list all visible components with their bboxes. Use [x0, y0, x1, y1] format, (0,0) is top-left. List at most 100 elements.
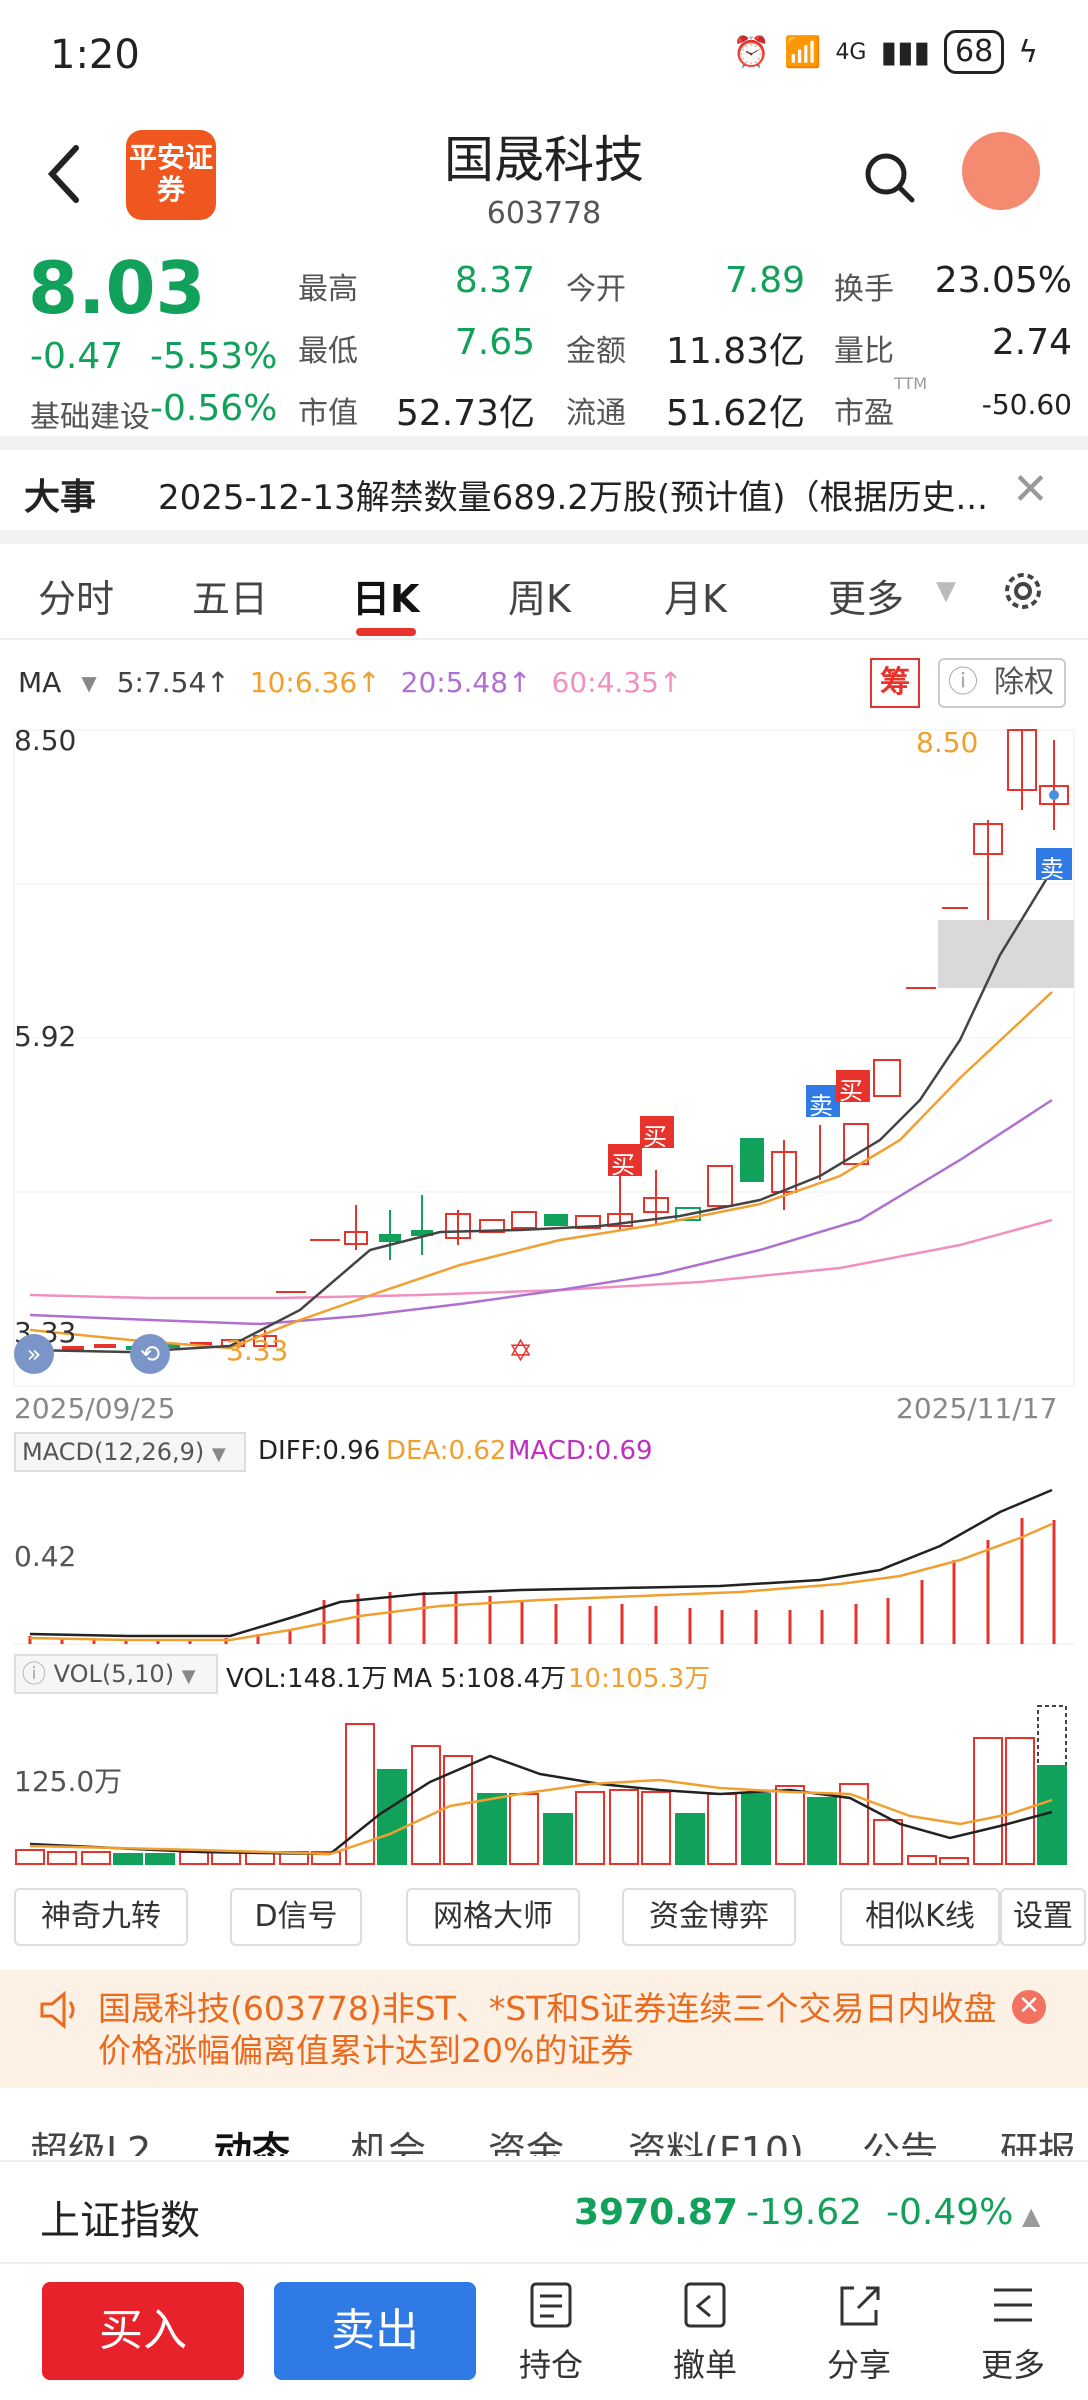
macd-dea-line [29, 1522, 1053, 1642]
tab-weekly-k[interactable]: 周K [508, 577, 571, 621]
divider [0, 530, 1088, 544]
ma-legend[interactable]: MA ▼ 5:7.54↑ 10:6.36↑ 20:5.48↑ 60:4.35↑ [18, 666, 682, 699]
subtab-news[interactable]: 动态 [214, 2129, 291, 2156]
expand-up-icon[interactable]: ▲ [1022, 2202, 1041, 2230]
stock-name: 国晟科技 [444, 131, 644, 189]
price-change: -0.47 [30, 336, 124, 377]
quote-panel: 8.03 -0.47 -5.53% 基础建设 -0.56% 最高 8.37 最低… [0, 246, 1088, 436]
nav-more[interactable]: 更多 [958, 2280, 1068, 2386]
buy-marker: 买 [611, 1151, 635, 1179]
subtab-research[interactable]: 研报 [1000, 2129, 1077, 2156]
tool-grid-master[interactable]: 网格大师 [406, 1888, 580, 1946]
dropdown-icon: ▼ [181, 1666, 196, 1687]
high-label: 最高 [298, 272, 358, 307]
mktcap-label: 市值 [298, 396, 358, 431]
status-time: 1:20 [50, 32, 140, 78]
holdings-icon [530, 2282, 572, 2328]
news-text[interactable]: 2025-12-13解禁数量689.2万股(预计值)（根据历史... [158, 478, 988, 518]
tool-settings[interactable]: 设置 [1000, 1888, 1086, 1946]
subtab-funds[interactable]: 资金 [488, 2129, 565, 2156]
nav-holdings[interactable]: 持仓 [496, 2280, 606, 2386]
tab-five-day[interactable]: 五日 [192, 577, 269, 621]
ma5-value: 5:7.54↑ [116, 666, 230, 699]
vol-title: VOL(5,10) [53, 1660, 175, 1688]
index-name: 上证指数 [40, 2198, 200, 2244]
open-value: 7.89 [724, 260, 805, 301]
sector-label: 基础建设 [30, 400, 150, 435]
reset-icon[interactable]: ⟲ [130, 1334, 170, 1374]
low-label: 最低 [298, 334, 358, 369]
vol-ma10-line [29, 1778, 1053, 1856]
chip-distribution-button[interactable]: 筹 [870, 658, 920, 708]
dropdown-icon: ▼ [81, 670, 97, 695]
app-header: 平安证券 国晟科技 603778 [0, 110, 1088, 240]
volume-bars [15, 1705, 1067, 1865]
kline-chart[interactable] [0, 720, 1088, 1880]
tool-similar-kline[interactable]: 相似K线 [840, 1888, 1000, 1946]
buy-marker: 买 [643, 1123, 667, 1151]
tab-monthly-k[interactable]: 月K [664, 577, 727, 621]
active-tab-indicator [356, 628, 416, 636]
buy-button[interactable]: 买入 [42, 2282, 244, 2380]
nav-share[interactable]: 分享 [804, 2280, 914, 2386]
close-icon[interactable]: ✕ [1012, 464, 1049, 515]
nav-share-label: 分享 [826, 2346, 891, 2384]
min-price-tag: 3.33 [226, 1334, 289, 1367]
gear-icon[interactable] [1000, 568, 1046, 614]
pe-label: 市盈 [834, 396, 894, 431]
more-dropdown-icon[interactable]: ▼ [936, 576, 956, 606]
close-icon[interactable]: ✕ [1012, 1990, 1046, 2024]
macd-indicator-select[interactable]: MACD(12,26,9) ▼ [14, 1432, 246, 1472]
ma60-line [29, 1218, 1053, 1300]
wifi-icon: 📶 [784, 34, 822, 70]
nav-more-label: 更多 [980, 2346, 1045, 2384]
search-icon[interactable] [862, 150, 918, 206]
macd-title: MACD(12,26,9) [22, 1438, 205, 1466]
status-bar: 1:20 ⏰ 📶 4G ▮▮▮ 68 ϟ [0, 0, 1088, 110]
vol-indicator-select[interactable]: ⓘ VOL(5,10) ▼ [14, 1654, 218, 1694]
subtab-opportunity[interactable]: 机会 [350, 2129, 427, 2156]
gap-zone [938, 920, 1074, 988]
broker-logo: 平安证券 [126, 130, 216, 220]
turnover-value: 23.05% [934, 260, 1072, 301]
sell-button[interactable]: 卖出 [274, 2282, 476, 2380]
price-change-pct: -5.53% [150, 336, 278, 377]
sell-marker: 卖 [809, 1092, 833, 1120]
index-change-pct: -0.49% [886, 2192, 1014, 2233]
network-label: 4G [835, 39, 867, 65]
news-banner[interactable]: 大事 2025-12-13解禁数量689.2万股(预计值)（根据历史... ✕ [0, 450, 1088, 530]
nav-cancel[interactable]: 撤单 [650, 2280, 760, 2386]
subtab-f10[interactable]: 资料(F10) [628, 2129, 804, 2156]
macd-chart [14, 1488, 1074, 1645]
max-price-tag: 8.50 [916, 726, 979, 759]
tool-fund-game[interactable]: 资金博弈 [622, 1888, 796, 1946]
tab-daily-k[interactable]: 日K [352, 577, 420, 621]
macd-dea: DEA:0.62 [386, 1436, 507, 1466]
back-arrow-icon[interactable] [44, 144, 84, 204]
macd-diff: DIFF:0.96 [258, 1436, 381, 1466]
date-end: 2025/11/17 [896, 1392, 1058, 1425]
low-value: 7.65 [454, 322, 535, 363]
info-icon: ⓘ [22, 1660, 46, 1688]
chart-period-tabs: 分时 五日 日K 周K 月K 更多 ▼ [0, 548, 1088, 640]
tool-d-signal[interactable]: D信号 [230, 1888, 362, 1946]
dropdown-icon: ▼ [211, 1444, 226, 1465]
tool-magic-nine[interactable]: 神奇九转 [14, 1888, 188, 1946]
ex-rights-button[interactable]: ⓘ 除权 [938, 658, 1066, 708]
amount-value: 11.83亿 [665, 331, 805, 372]
tab-intraday[interactable]: 分时 [38, 577, 115, 621]
subtab-announcements[interactable]: 公告 [862, 2129, 939, 2156]
risk-warning-text: 国晟科技(603778)非ST、*ST和S证券连续三个交易日内收盘价格涨幅偏离值… [98, 1989, 997, 2070]
risk-warning-banner[interactable]: 国晟科技(603778)非ST、*ST和S证券连续三个交易日内收盘价格涨幅偏离值… [0, 1970, 1088, 2088]
pe-value: -50.60 [981, 388, 1072, 421]
assistant-avatar[interactable] [962, 132, 1040, 210]
event-star-icon[interactable]: ✡ [508, 1334, 534, 1369]
subtab-level2[interactable]: 超级L2 [30, 2129, 152, 2156]
ma20-value: 20:5.48↑ [400, 666, 532, 699]
index-ticker[interactable]: 上证指数 3970.87 -19.62 -0.49% ▲ [0, 2160, 1088, 2260]
ma10-line [29, 991, 1053, 1350]
info-subtabs: 超级L2 动态 机会 资金 资料(F10) 公告 研报 [0, 2100, 1088, 2156]
expand-icon[interactable]: » [14, 1334, 54, 1374]
float-label: 流通 [566, 396, 626, 431]
tab-more[interactable]: 更多 [828, 577, 905, 621]
